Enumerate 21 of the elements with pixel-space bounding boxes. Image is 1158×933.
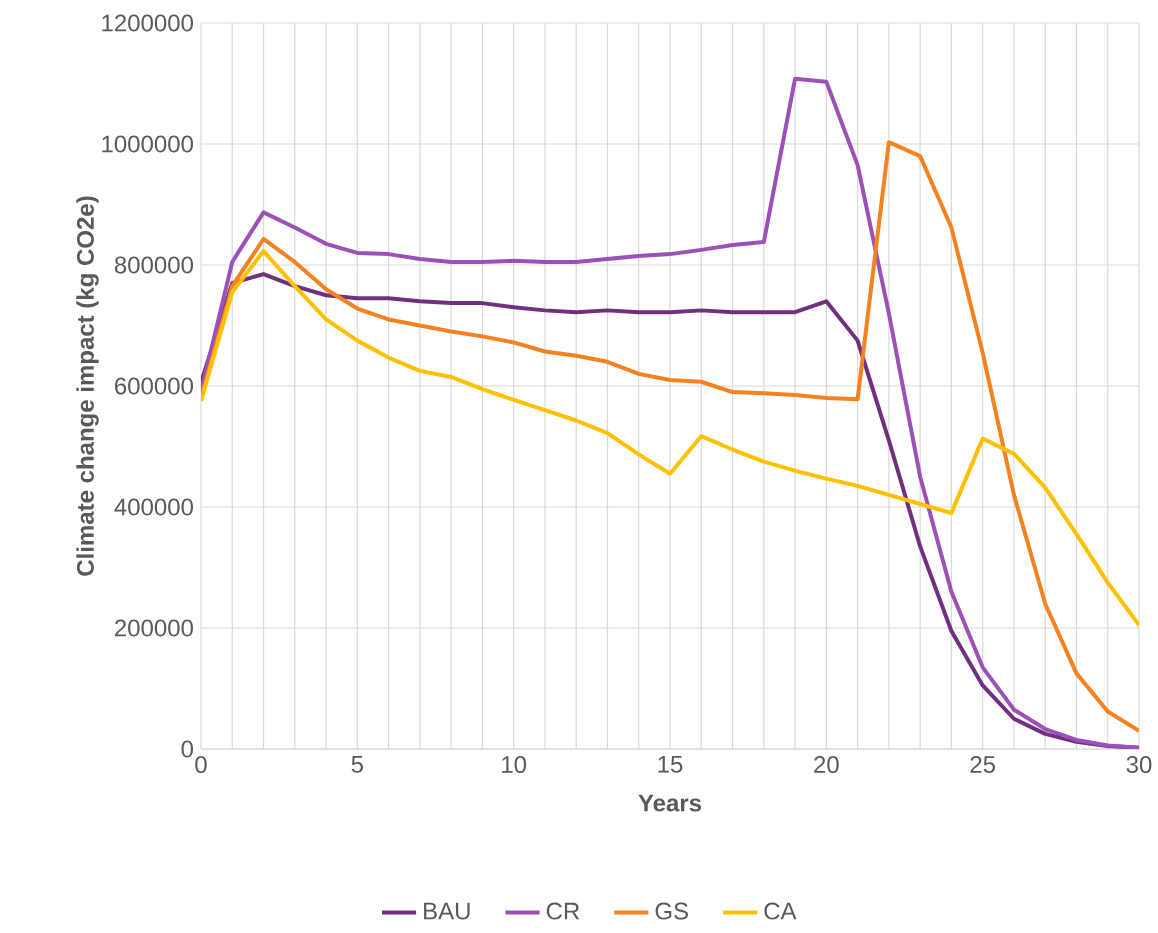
x-tick-label: 5 [351, 756, 363, 773]
y-tick-label: 400000 [114, 498, 193, 516]
x-axis-title: Years [638, 794, 702, 812]
x-tick-label: 30 [1126, 756, 1152, 774]
x-tick-label: 25 [970, 756, 995, 774]
x-tick-label: 15 [658, 756, 683, 773]
line-series [201, 249, 1139, 627]
x-tick-label: 20 [814, 756, 839, 774]
y-tick-label: 800000 [114, 256, 193, 274]
y-tick-label: 0 [181, 740, 194, 758]
y-tick-label: 600000 [115, 377, 193, 395]
legend-label: CA [764, 902, 797, 920]
x-tick-label: 10 [502, 756, 527, 774]
y-axis-title: Climate change impact (kg CO2e) [76, 196, 99, 576]
y-tick-label: 1200000 [102, 14, 193, 32]
legend-label: CR [546, 902, 580, 920]
legend-label: GS [655, 902, 688, 920]
y-tick-label: 200000 [115, 619, 193, 637]
legend-label: BAU [424, 902, 470, 920]
y-tick-label: 1000000 [102, 135, 193, 153]
x-tick-label: 0 [195, 756, 207, 774]
